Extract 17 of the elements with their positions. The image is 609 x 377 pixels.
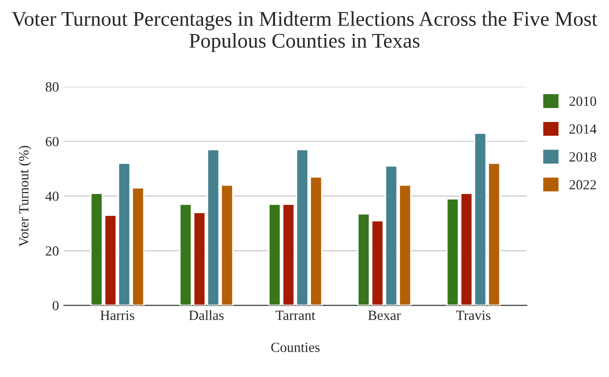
legend-label: 2014 bbox=[570, 124, 596, 134]
y-tick-label: 80 bbox=[46, 82, 59, 92]
chart-title: Voter Turnout Percentages in Midterm Elections Across the Five Most Populous Counties in Texas bbox=[12, 11, 598, 52]
y-axis-title: Voter Turnout (%) bbox=[18, 146, 32, 247]
legend-label: 2018 bbox=[570, 152, 596, 162]
x-axis-title: Counties bbox=[271, 342, 320, 352]
x-tick-label: Harris bbox=[100, 310, 134, 320]
x-tick-label: Tarrant bbox=[276, 310, 316, 320]
y-tick-label: 0 bbox=[52, 300, 59, 310]
legend-label: 2010 bbox=[570, 96, 596, 106]
x-tick-label: Dallas bbox=[189, 310, 224, 320]
legend-label: 2022 bbox=[570, 180, 596, 190]
y-tick-label: 60 bbox=[46, 136, 59, 146]
x-tick-label: Bexar bbox=[368, 310, 401, 320]
y-tick-label: 40 bbox=[45, 192, 59, 201]
y-tick-label: 20 bbox=[46, 246, 59, 256]
x-tick-label: Travis bbox=[456, 310, 490, 320]
